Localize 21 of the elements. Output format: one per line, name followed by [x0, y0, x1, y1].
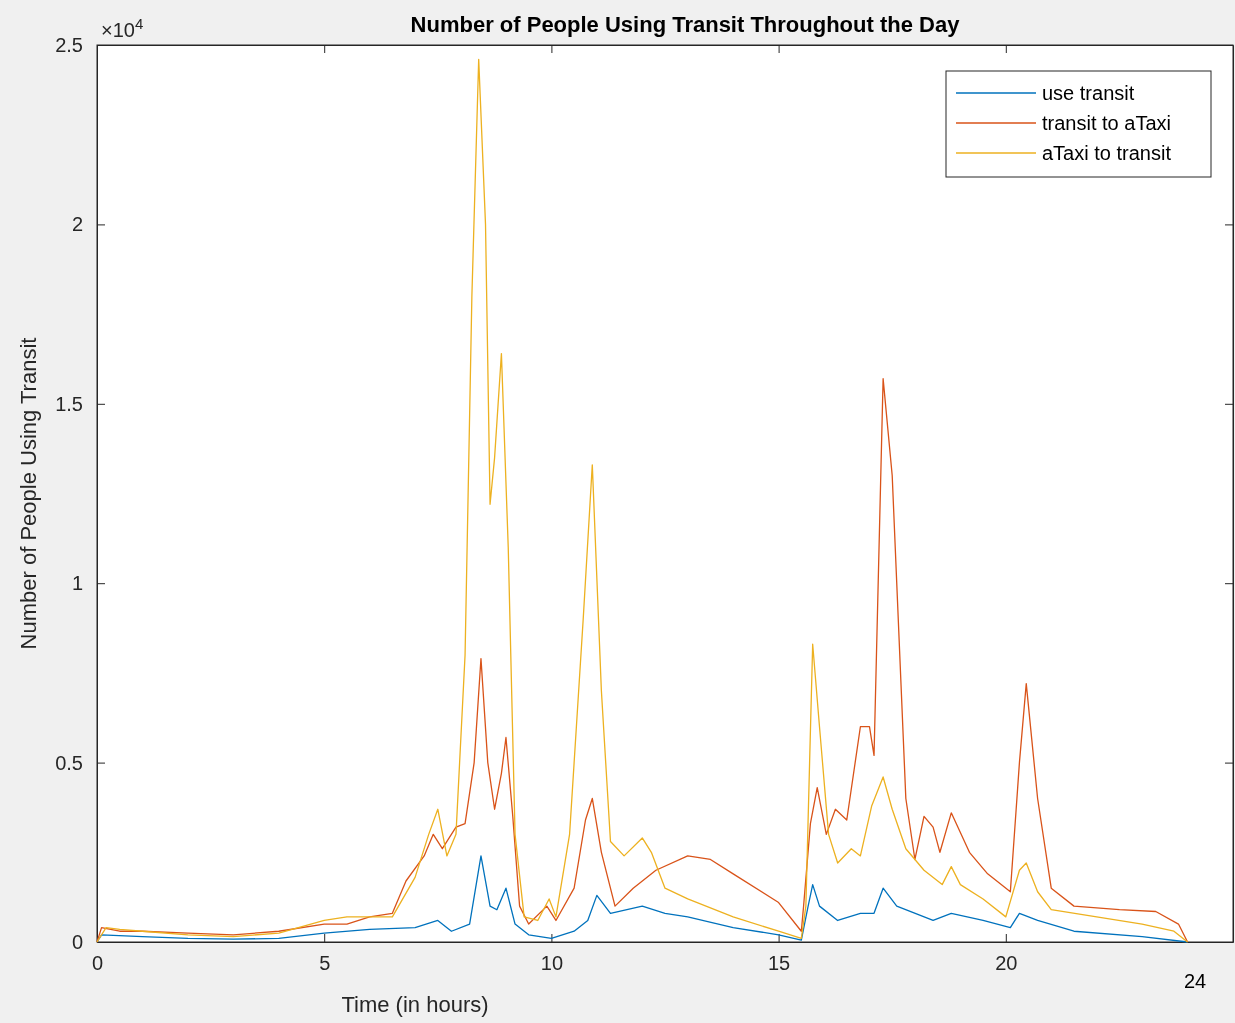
line-series	[96, 58, 1189, 943]
line-series	[96, 378, 1189, 943]
x-axis-title: Time (in hours)	[341, 992, 489, 1017]
y-tick-label: 0.5	[55, 751, 83, 774]
x-tick-label: 5	[319, 952, 331, 975]
y-tick-label: 2	[71, 213, 83, 236]
x-tick-label: 0	[91, 952, 104, 975]
y-axis-title: Number of People Using Transit	[16, 337, 41, 650]
x-tick-label: 15	[767, 952, 791, 975]
text: ×10$^{4}$	[101, 14, 144, 41]
chart-title: Number of People Using Transit Throughout the Day	[410, 12, 961, 37]
text: 24	[1183, 970, 1207, 992]
legend-label: use transit	[1042, 82, 1135, 104]
y-tick-label: 2.5	[55, 33, 83, 56]
x-tick-label: 20	[995, 952, 1018, 975]
legend-label: aTaxi to transit	[1042, 142, 1172, 164]
y-tick-label: 1.5	[55, 392, 83, 415]
x-tick-label: 10	[540, 952, 564, 975]
y-tick-label: 1	[71, 572, 83, 595]
y-tick-label: 0	[71, 930, 83, 953]
legend-label: transit to aTaxi	[1042, 112, 1171, 134]
